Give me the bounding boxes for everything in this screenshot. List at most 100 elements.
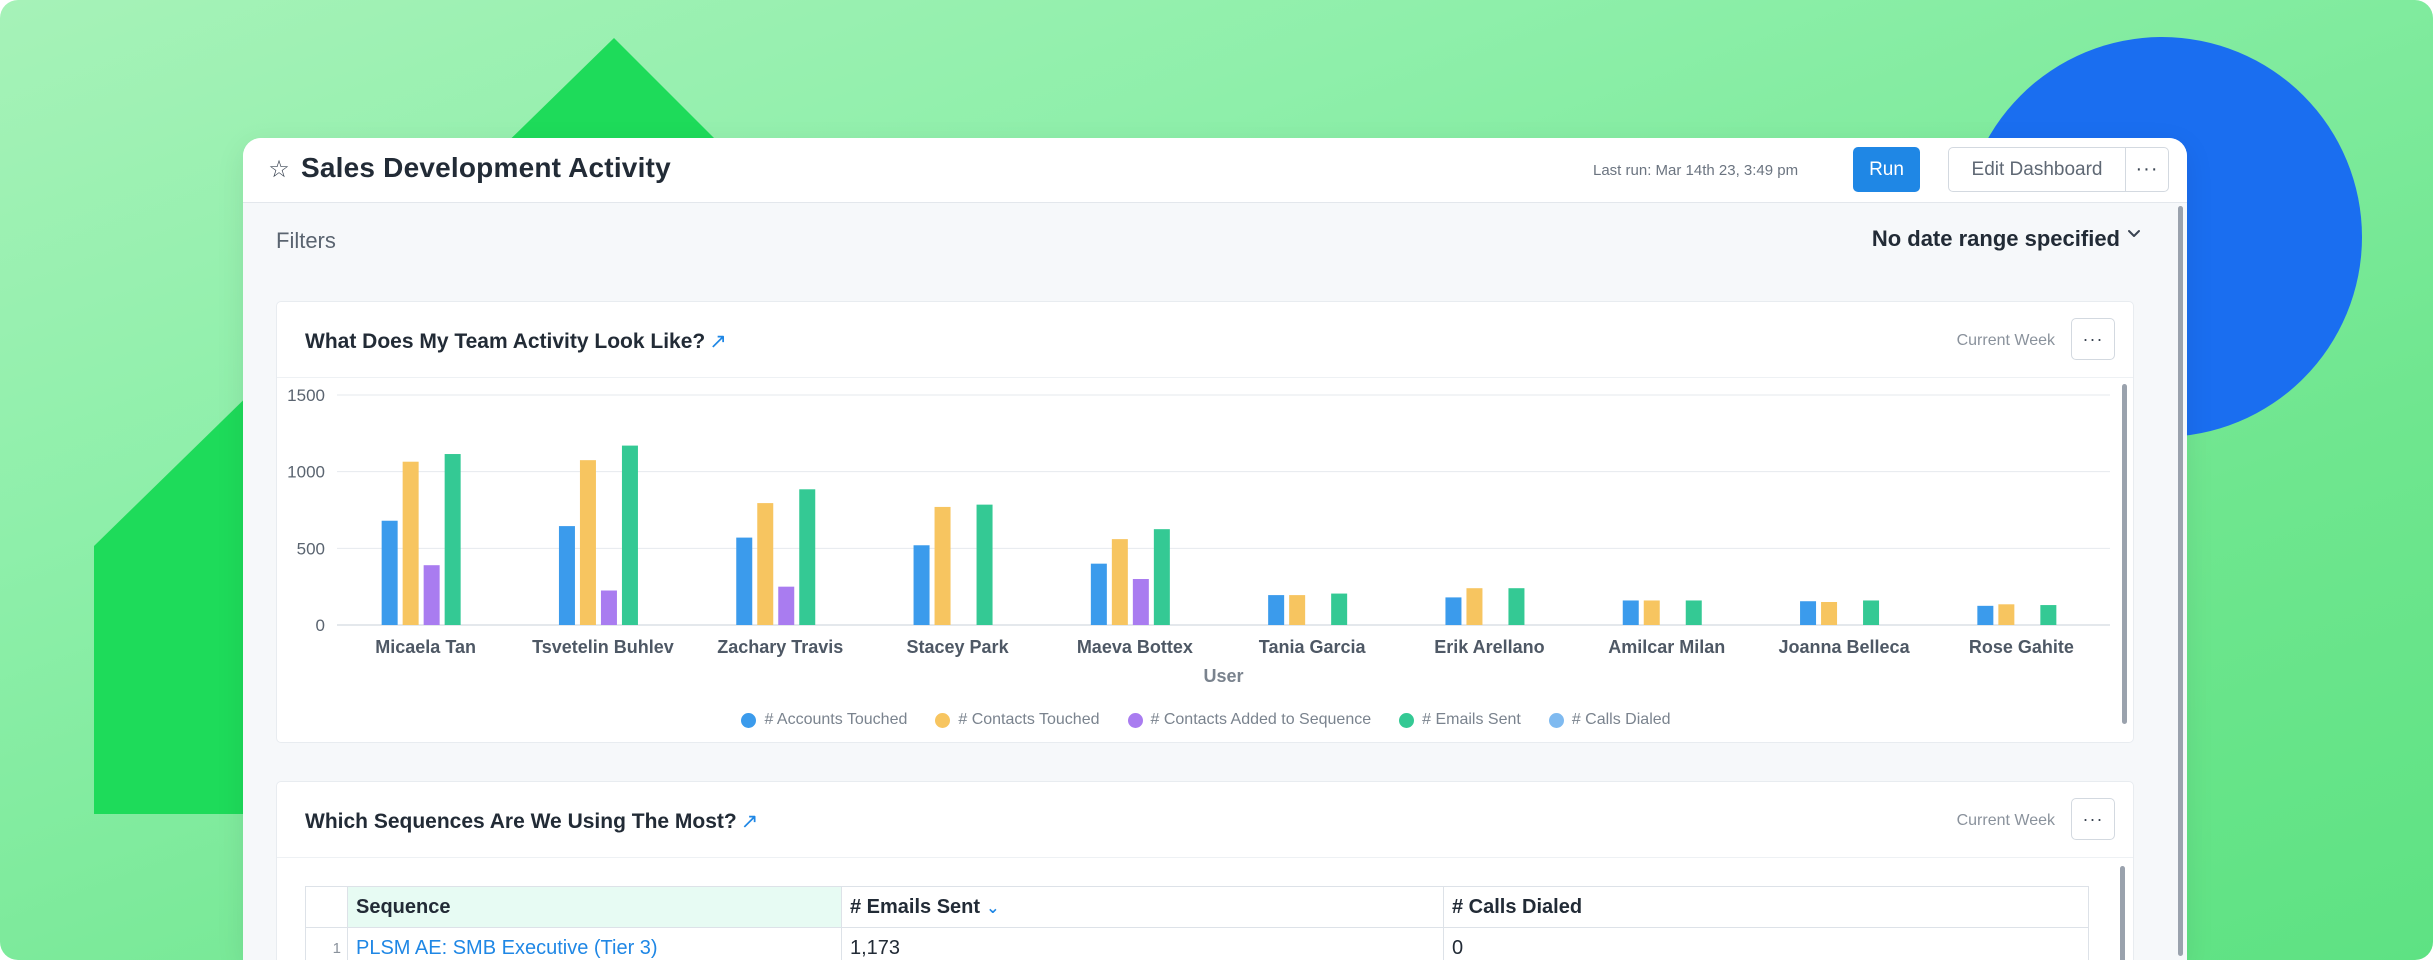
x-tick-label: Tsvetelin Buhlev — [532, 637, 674, 657]
bar — [1685, 600, 1702, 625]
x-tick-label: Stacey Park — [907, 637, 1010, 657]
sequences-card-range: Current Week — [1956, 812, 2055, 829]
x-tick-label: Zachary Travis — [717, 637, 843, 657]
x-tick-label: Tania Garcia — [1259, 637, 1367, 657]
y-tick-label: 0 — [316, 616, 325, 635]
y-tick-label: 500 — [297, 539, 325, 558]
sequences-card-header: Which Sequences Are We Using The Most? ↗ … — [277, 782, 2133, 858]
column-header-emails-sent-label: # Emails Sent — [850, 895, 981, 918]
date-range-dropdown[interactable]: No date range specified — [1871, 226, 2120, 251]
bar — [934, 506, 951, 625]
bar — [1977, 605, 1994, 625]
legend-dot — [1399, 712, 1415, 728]
edit-dashboard-button[interactable]: Edit Dashboard — [1948, 147, 2126, 192]
legend-dot — [741, 712, 757, 728]
bar — [1998, 604, 2015, 625]
legend-label: # Contacts Added to Sequence — [1150, 711, 1372, 728]
x-axis-label: User — [1203, 666, 1243, 686]
bar — [1508, 588, 1525, 625]
legend-item[interactable]: # Emails Sent — [1399, 711, 1521, 729]
table-index-header — [305, 886, 348, 928]
bar — [381, 520, 398, 625]
last-run-timestamp: Last run: Mar 14th 23, 3:49 pm — [1593, 162, 1799, 179]
column-header-sequence[interactable]: Sequence — [347, 886, 842, 928]
legend-label: # Contacts Touched — [958, 711, 1100, 728]
star-icon[interactable]: ☆ — [268, 156, 290, 183]
bar — [1268, 595, 1285, 625]
activity-card-range: Current Week — [1956, 332, 2055, 349]
bar — [1331, 593, 1348, 625]
bar — [736, 537, 753, 625]
bar — [558, 526, 575, 625]
sequences-card-more-button[interactable]: ··· — [2071, 798, 2115, 840]
dashboard-header: ☆ Sales Development Activity Last run: M… — [243, 138, 2187, 203]
chevron-down-icon[interactable] — [2125, 225, 2143, 243]
run-button[interactable]: Run — [1853, 147, 1920, 192]
legend-item[interactable]: # Contacts Added to Sequence — [1127, 711, 1372, 729]
activity-card-title[interactable]: What Does My Team Activity Look Like? ↗ — [305, 329, 727, 354]
activity-chart-svg: 0 500 1000 1500 Micaela Tan Tsvetelin Buhlev Z… — [287, 386, 2110, 686]
sort-chevron-icon[interactable]: ⌄ — [986, 899, 1000, 917]
column-header-emails-sent[interactable]: # Emails Sent ⌄ — [841, 886, 1444, 928]
bar — [621, 445, 638, 625]
dashboard-more-button[interactable]: ··· — [2125, 147, 2169, 192]
emails-sent-value: 1,173 — [841, 927, 1444, 960]
bar — [2040, 605, 2057, 625]
bar — [1289, 595, 1306, 625]
legend-dot — [935, 712, 951, 728]
bar — [913, 545, 930, 625]
external-link-icon[interactable]: ↗ — [709, 330, 727, 353]
page-title: Sales Development Activity — [301, 152, 671, 183]
legend-label: # Calls Dialed — [1571, 711, 1671, 728]
external-link-icon[interactable]: ↗ — [740, 810, 759, 833]
x-tick-label: Joanna Belleca — [1779, 637, 1911, 657]
legend-dot — [1127, 712, 1143, 728]
filters-bar: Filters No date range specified — [243, 203, 2187, 273]
chart-scrollbar[interactable] — [2122, 384, 2127, 724]
bar — [1445, 597, 1462, 625]
sequences-card: Which Sequences Are We Using The Most? ↗ … — [276, 781, 2134, 960]
bar — [1466, 588, 1483, 625]
chart-legend: # Accounts Touched # Contacts Touched # Co… — [277, 711, 2135, 729]
bar — [444, 454, 461, 625]
bar — [1111, 539, 1128, 625]
bar — [1132, 579, 1149, 625]
column-header-calls-dialed[interactable]: # Calls Dialed — [1443, 886, 2089, 928]
y-tick-label: 1000 — [287, 463, 325, 482]
activity-card-more-button[interactable]: ··· — [2071, 318, 2115, 360]
bar — [757, 503, 774, 625]
bar — [579, 460, 596, 625]
activity-card-header: What Does My Team Activity Look Like? ↗ C… — [277, 302, 2133, 378]
bar — [1821, 602, 1838, 625]
bar — [1863, 600, 1880, 625]
dashboard-window: ☆ Sales Development Activity Last run: M… — [243, 138, 2187, 960]
sequences-table: Sequence # Emails Sent ⌄ # Calls Dialed 1… — [305, 886, 2089, 960]
table-scrollbar[interactable] — [2120, 866, 2125, 960]
y-tick-label: 1500 — [287, 386, 325, 405]
bar — [1622, 600, 1639, 625]
legend-label: # Emails Sent — [1422, 711, 1521, 728]
bar — [799, 489, 816, 625]
legend-item[interactable]: # Accounts Touched — [741, 711, 907, 729]
x-tick-label: Rose Gahite — [1969, 637, 2074, 657]
activity-card-title-text: What Does My Team Activity Look Like? — [305, 330, 706, 353]
bar — [1090, 563, 1107, 625]
activity-chart: 0 500 1000 1500 Micaela Tan Tsvetelin Buhlev Z… — [277, 378, 2135, 744]
calls-dialed-value: 0 — [1443, 927, 2089, 960]
table-header-row: Sequence # Emails Sent ⌄ # Calls Dialed — [305, 886, 2089, 928]
bar — [1153, 529, 1170, 625]
bar — [402, 461, 419, 625]
legend-dot — [1548, 712, 1564, 728]
x-tick-label: Erik Arellano — [1434, 637, 1544, 657]
bar — [1800, 601, 1817, 625]
filters-toggle[interactable]: Filters — [276, 228, 336, 253]
activity-card: What Does My Team Activity Look Like? ↗ C… — [276, 301, 2134, 743]
sequence-link[interactable]: PLSM AE: SMB Executive (Tier 3) — [347, 927, 842, 960]
bar — [600, 590, 617, 625]
sequences-card-title[interactable]: Which Sequences Are We Using The Most? ↗ — [305, 809, 758, 834]
legend-item[interactable]: # Calls Dialed — [1548, 711, 1671, 729]
legend-item[interactable]: # Contacts Touched — [935, 711, 1100, 729]
bar — [976, 504, 993, 625]
page-scrollbar[interactable] — [2178, 206, 2183, 956]
